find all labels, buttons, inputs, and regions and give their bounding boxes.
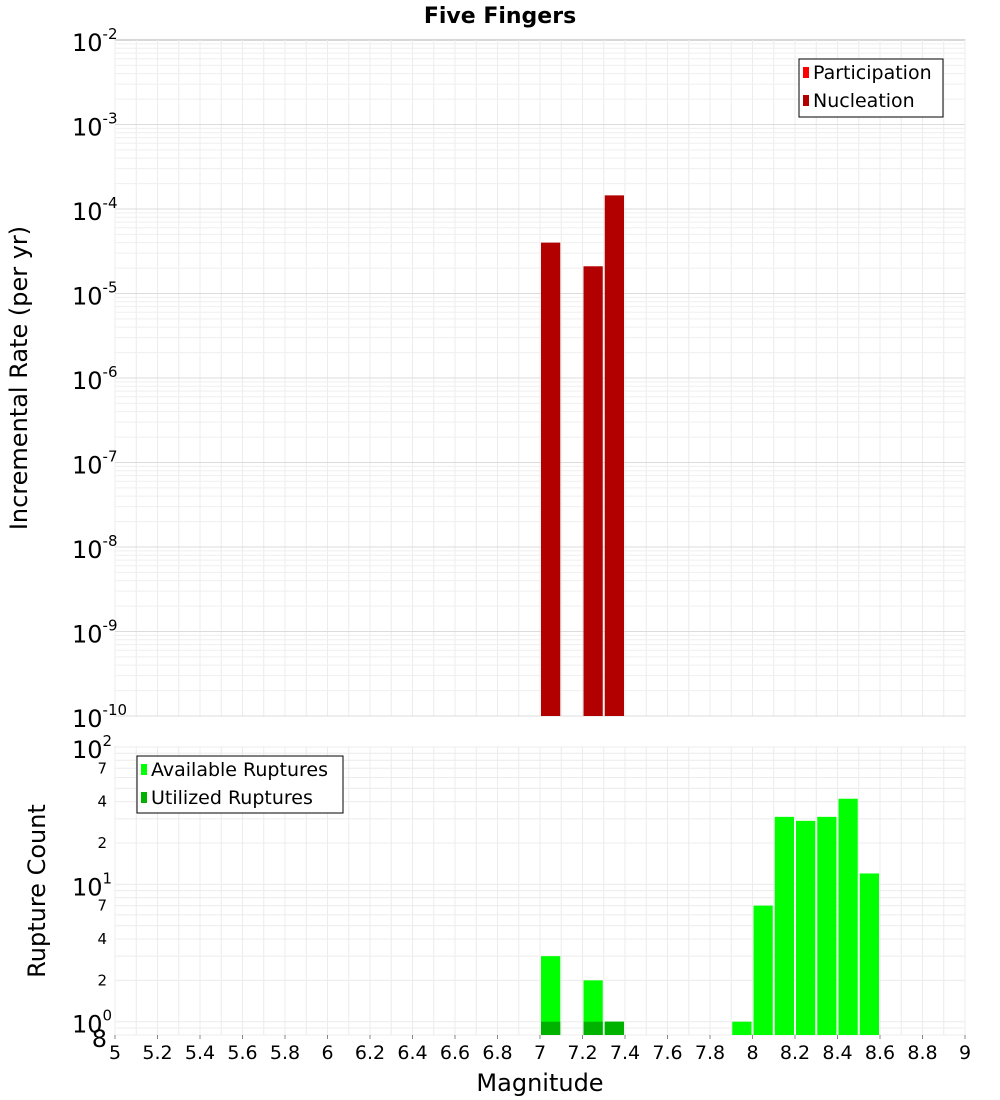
x-tick-label: 9 bbox=[959, 1042, 971, 1064]
bar-available-ruptures-7.05 bbox=[541, 956, 561, 1035]
bottom-y-minor-tick-label: 4 bbox=[97, 930, 107, 948]
bar-available-ruptures-7.95 bbox=[732, 1021, 752, 1035]
top-y-tick-label: 10-5 bbox=[72, 279, 118, 311]
bottom-y-minor-tick-label: 7 bbox=[97, 897, 107, 915]
top-y-tick-label: 10-4 bbox=[72, 194, 118, 226]
x-tick-label: 5.8 bbox=[270, 1042, 300, 1064]
top-y-tick-label: 10-8 bbox=[72, 532, 118, 564]
bar-available-ruptures-8.45 bbox=[838, 798, 858, 1035]
x-tick-label: 5 bbox=[109, 1042, 121, 1064]
x-tick-label: 8.2 bbox=[780, 1042, 810, 1064]
x-tick-label: 5.4 bbox=[185, 1042, 215, 1064]
x-tick-label: 7.4 bbox=[610, 1042, 640, 1064]
bar-utilized-ruptures-7.05 bbox=[541, 1021, 561, 1035]
legend-label-utilized: Utilized Ruptures bbox=[151, 787, 313, 809]
x-tick-label: 7.8 bbox=[695, 1042, 725, 1064]
bottom-y-minor-tick-label: 2 bbox=[97, 971, 107, 989]
x-axis-label: Magnitude bbox=[476, 1069, 603, 1097]
bar-available-ruptures-8.55 bbox=[859, 873, 879, 1035]
bottom-legend-box bbox=[136, 755, 344, 814]
bar-available-ruptures-7.25 bbox=[583, 980, 603, 1035]
top-y-tick-label: 10-2 bbox=[72, 25, 118, 57]
x-tick-label: 8 bbox=[746, 1042, 758, 1064]
bottom-y-minor-tick-label: 2 bbox=[97, 834, 107, 852]
legend-swatch-nucleation bbox=[803, 95, 809, 106]
top-y-tick-label: 10-3 bbox=[72, 110, 118, 142]
x-tick-label: 5.2 bbox=[142, 1042, 172, 1064]
x-tick-label: 6.8 bbox=[482, 1042, 512, 1064]
top-y-tick-label: 10-9 bbox=[72, 617, 118, 649]
bottom-bars bbox=[541, 798, 879, 1035]
bar-available-ruptures-8.25 bbox=[796, 820, 816, 1035]
top-y-tick-label: 10-10 bbox=[72, 701, 127, 733]
x-tick-label: 8.6 bbox=[865, 1042, 895, 1064]
bar-available-ruptures-8.05 bbox=[753, 905, 773, 1035]
bar-utilized-ruptures-7.35 bbox=[604, 1021, 624, 1035]
x-ticks: 5 5.2 5.4 5.6 5.8 6 6.2 6.4 6.6 6.8 7 7.2 7.4 7.6 7.8 8… bbox=[109, 1035, 971, 1064]
x-tick-label: 8.4 bbox=[822, 1042, 852, 1064]
bar-nucleation-7.25 bbox=[583, 266, 603, 716]
bottom-legend: Available Ruptures Utilized Ruptures bbox=[136, 755, 344, 814]
legend-label-participation: Participation bbox=[813, 62, 932, 84]
x-tick-label: 6.4 bbox=[397, 1042, 427, 1064]
bottom-y-minor-tick-label: 4 bbox=[97, 793, 107, 811]
top-bars bbox=[541, 195, 624, 717]
bottom-y-tick-label: 101 bbox=[72, 869, 112, 901]
bottom-y-ticks: 100 101 102 8 2 4 7 2 4 7 bbox=[72, 732, 112, 1053]
bottom-y-minor-tick-label: 7 bbox=[97, 759, 107, 777]
top-y-ticks: 10-10 10-9 10-8 10-7 10-6 10-5 10-4 10-3 10-2 bbox=[72, 25, 127, 733]
legend-label-nucleation: Nucleation bbox=[813, 90, 915, 112]
top-chart-panel: 10-10 10-9 10-8 10-7 10-6 10-5 10-4 10-3 10-2 In… bbox=[5, 25, 966, 733]
bar-nucleation-7.35 bbox=[604, 195, 624, 717]
top-grid bbox=[114, 40, 966, 717]
bottom-y-minor-tick-label: 8 bbox=[92, 1025, 107, 1053]
bar-nucleation-7.05 bbox=[541, 242, 561, 717]
legend-swatch-utilized bbox=[141, 792, 147, 803]
bar-available-ruptures-8.15 bbox=[774, 816, 794, 1035]
legend-label-available: Available Ruptures bbox=[151, 759, 328, 781]
top-legend: Participation Nucleation bbox=[798, 58, 944, 118]
bar-available-ruptures-8.35 bbox=[817, 816, 837, 1035]
top-legend-box bbox=[798, 58, 944, 118]
x-tick-label: 6.6 bbox=[440, 1042, 470, 1064]
legend-swatch-participation bbox=[803, 67, 809, 78]
x-tick-label: 5.6 bbox=[227, 1042, 257, 1064]
x-tick-label: 7 bbox=[534, 1042, 546, 1064]
bottom-y-axis-label: Rupture Count bbox=[23, 804, 51, 978]
x-tick-label: 6 bbox=[321, 1042, 333, 1064]
chart-title: Five Fingers bbox=[424, 4, 576, 29]
top-y-tick-label: 10-7 bbox=[72, 448, 118, 480]
top-y-tick-label: 10-6 bbox=[72, 363, 118, 395]
x-tick-label: 7.6 bbox=[652, 1042, 682, 1064]
bottom-y-tick-label: 102 bbox=[72, 732, 112, 764]
top-y-axis-label: Incremental Rate (per yr) bbox=[5, 226, 33, 530]
legend-swatch-available bbox=[141, 764, 147, 775]
bottom-y-tick-label: 100 bbox=[72, 1007, 112, 1039]
x-tick-label: 7.2 bbox=[567, 1042, 597, 1064]
bottom-chart-panel: 100 101 102 8 2 4 7 2 4 7 5 5.2 5.4 5.6 5.8 6 6.2 6.4 6.6… bbox=[23, 732, 971, 1097]
x-tick-label: 8.8 bbox=[907, 1042, 937, 1064]
bar-utilized-ruptures-7.25 bbox=[583, 1021, 603, 1035]
x-tick-label: 6.2 bbox=[355, 1042, 385, 1064]
